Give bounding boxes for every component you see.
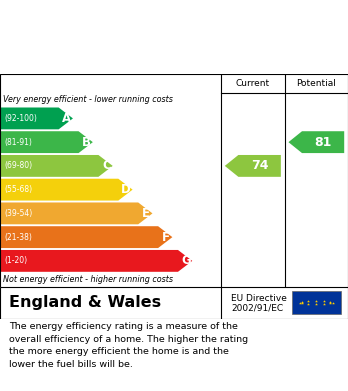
Text: (21-38): (21-38) [4,233,32,242]
Polygon shape [1,203,152,224]
Text: Not energy efficient - higher running costs: Not energy efficient - higher running co… [3,275,174,284]
Polygon shape [1,179,133,201]
Bar [292,291,341,314]
Text: G: G [181,255,191,267]
Polygon shape [225,155,281,177]
Text: Very energy efficient - lower running costs: Very energy efficient - lower running co… [3,95,173,104]
Text: (39-54): (39-54) [4,209,32,218]
Text: (69-80): (69-80) [4,161,32,170]
Text: 2002/91/EC: 2002/91/EC [231,304,284,313]
Text: A: A [62,112,71,125]
Polygon shape [1,131,93,153]
Text: Current: Current [236,79,270,88]
Text: B: B [82,136,91,149]
Text: F: F [162,231,170,244]
Text: E: E [142,207,150,220]
Text: 81: 81 [315,136,332,149]
Polygon shape [1,155,113,177]
Polygon shape [1,226,172,248]
Polygon shape [1,108,73,129]
Text: England & Wales: England & Wales [9,295,161,310]
Text: C: C [102,160,111,172]
Text: (81-91): (81-91) [4,138,32,147]
Text: EU Directive: EU Directive [231,294,287,303]
Text: 74: 74 [251,160,268,172]
Text: D: D [121,183,131,196]
Text: Potential: Potential [296,79,336,88]
Polygon shape [288,131,344,153]
Polygon shape [1,250,192,272]
Text: (92-100): (92-100) [4,114,37,123]
Text: (1-20): (1-20) [4,256,27,265]
Text: The energy efficiency rating is a measure of the
overall efficiency of a home. T: The energy efficiency rating is a measur… [9,322,248,369]
Text: (55-68): (55-68) [4,185,32,194]
Text: Energy Efficiency Rating: Energy Efficiency Rating [9,51,211,66]
